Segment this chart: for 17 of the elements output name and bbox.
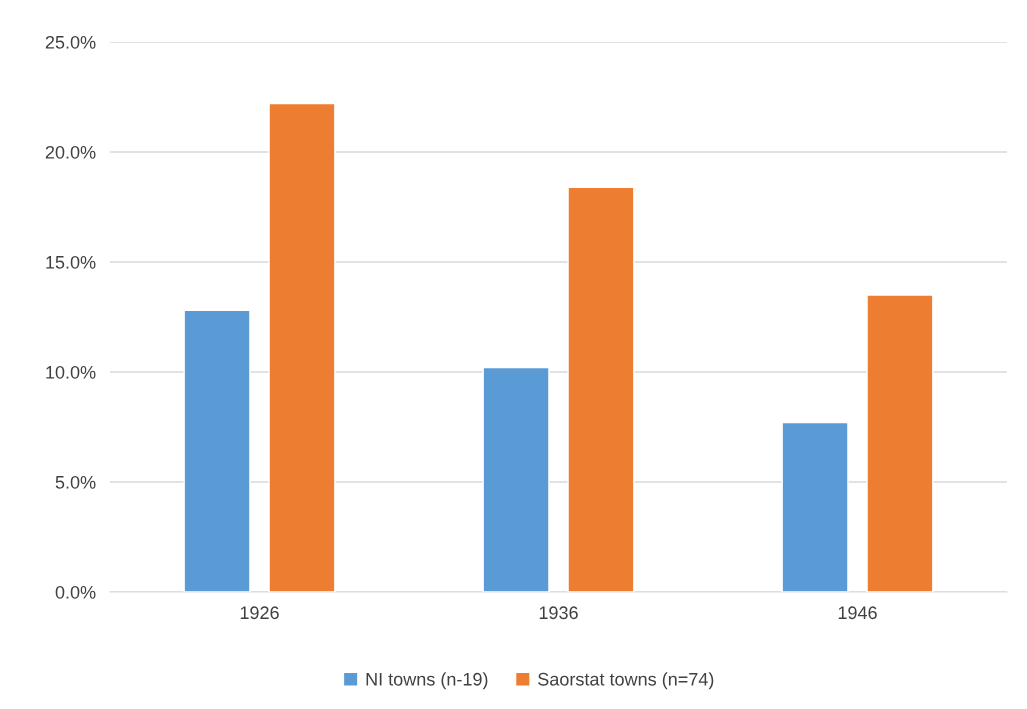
bar bbox=[183, 309, 251, 592]
y-tick-label: 20.0% bbox=[45, 145, 96, 159]
bar bbox=[268, 102, 336, 592]
bar bbox=[482, 366, 550, 592]
x-tick-label: 1926 bbox=[240, 606, 279, 620]
bar bbox=[781, 421, 849, 592]
legend-label: Saorstat towns (n=74) bbox=[538, 672, 714, 690]
y-tick-label: 25.0% bbox=[45, 35, 96, 49]
y-tick-label: 0.0% bbox=[55, 585, 96, 599]
bar bbox=[567, 186, 635, 592]
y-tick-label: 15.0% bbox=[46, 255, 96, 269]
x-tick-label: 1936 bbox=[539, 606, 578, 620]
y-tick-label: 10.0% bbox=[46, 365, 96, 379]
legend-label: NI towns (n-19) bbox=[366, 672, 488, 690]
x-tick-label: 1946 bbox=[838, 606, 877, 620]
y-tick-label: 5.0% bbox=[55, 475, 96, 489]
bar bbox=[866, 294, 934, 592]
